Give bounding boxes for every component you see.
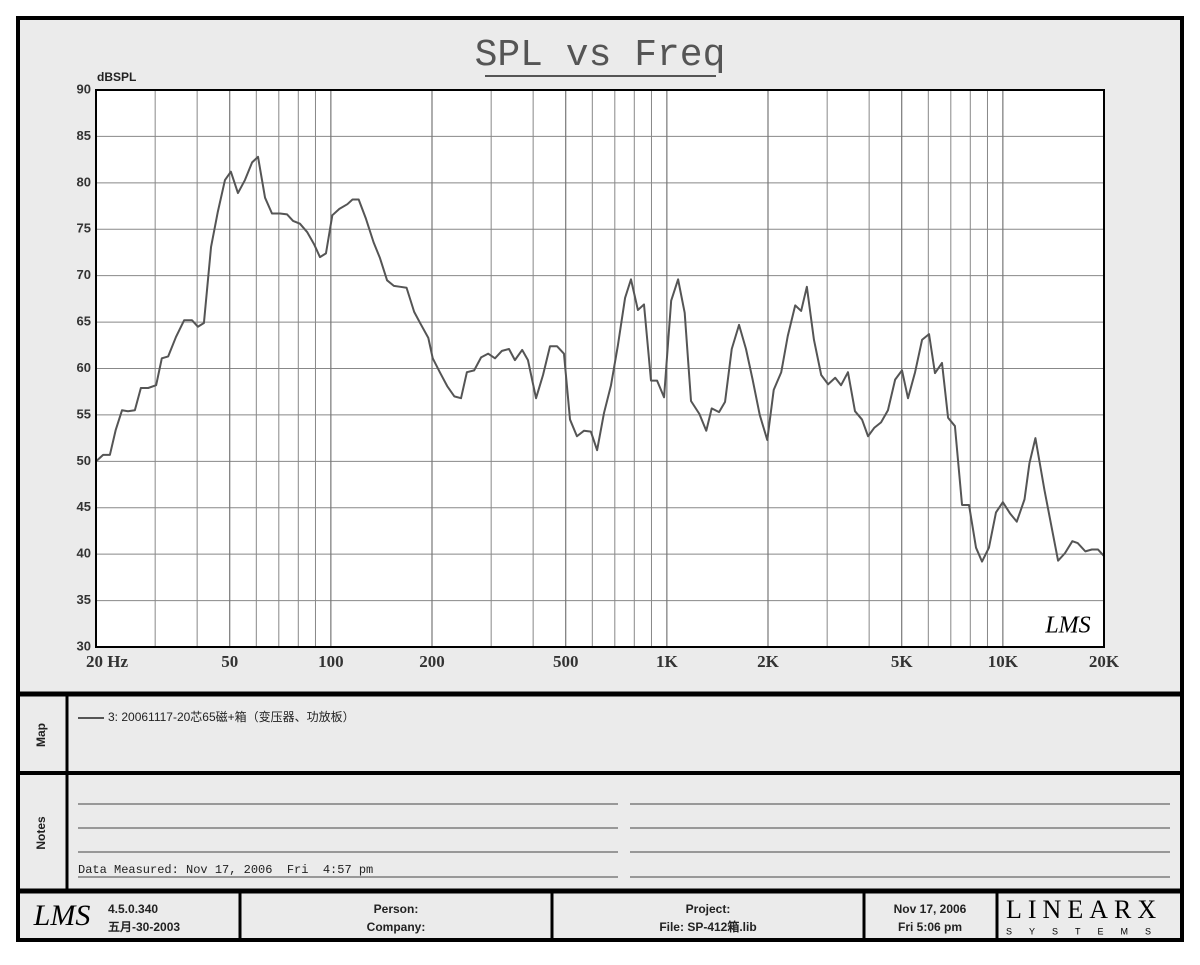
- x-tick-label: 500: [553, 652, 579, 671]
- x-tick-label: 100: [318, 652, 344, 671]
- series-line: [95, 155, 1105, 563]
- x-tick-label: 10K: [988, 652, 1019, 671]
- x-tick-label: 2K: [757, 652, 780, 671]
- y-tick-label: 60: [77, 360, 91, 375]
- note-lines: [78, 803, 1170, 878]
- notes-label: Notes: [34, 816, 48, 850]
- brand: LINEARX: [1006, 895, 1162, 924]
- x-tick-label: 50: [221, 652, 238, 671]
- y-tick-label: 30: [77, 638, 91, 653]
- legend-label: 3: 20061117-20芯65磁+箱（变压器、功放板）: [108, 709, 355, 724]
- project: Project:: [686, 902, 731, 916]
- watermark: LMS: [1044, 613, 1090, 639]
- y-tick-label: 80: [77, 174, 91, 189]
- y-tick-label: 65: [77, 314, 91, 329]
- y-tick-label: 85: [77, 128, 91, 143]
- person: Person:: [374, 902, 419, 916]
- map-label: Map: [34, 723, 48, 747]
- brand-sub: SYSTEMS: [1006, 926, 1168, 936]
- file: File: SP-412箱.lib: [659, 919, 756, 934]
- y-tick-label: 75: [77, 221, 91, 236]
- y-tick-label: 70: [77, 267, 91, 282]
- x-tick-label: 20K: [1089, 652, 1120, 671]
- x-tick-label: 200: [419, 652, 445, 671]
- y-tick-label: 45: [77, 499, 91, 514]
- print-time: Fri 5:06 pm: [898, 920, 962, 934]
- notes-text: Data Measured: Nov 17, 2006 Fri 4:57 pm: [78, 863, 373, 877]
- y-tick-label: 35: [77, 592, 91, 607]
- company: Company:: [367, 920, 426, 934]
- chart: 30 35 40 45 50 55 60 65 70 75 80 85 90 20 Hz 50 100 200 5…: [77, 81, 1120, 670]
- y-tick-label: 55: [77, 406, 91, 421]
- version-date: 五月-30-2003: [108, 920, 180, 934]
- print-date: Nov 17, 2006: [894, 902, 967, 916]
- x-tick-label: 20 Hz: [86, 652, 128, 671]
- plot-border: [95, 89, 1105, 648]
- y-tick-label: 50: [77, 453, 91, 468]
- footer-logo: LMS: [33, 899, 91, 932]
- y-axis-label: dBSPL: [97, 70, 136, 84]
- chart-title: SPL vs Freq: [475, 34, 726, 77]
- y-tick-label: 40: [77, 546, 91, 561]
- y-tick-label: 90: [77, 81, 91, 96]
- x-tick-label: 1K: [656, 652, 679, 671]
- footer-dividers: [238, 891, 999, 940]
- version: 4.5.0.340: [108, 902, 158, 916]
- x-tick-label: 5K: [891, 652, 914, 671]
